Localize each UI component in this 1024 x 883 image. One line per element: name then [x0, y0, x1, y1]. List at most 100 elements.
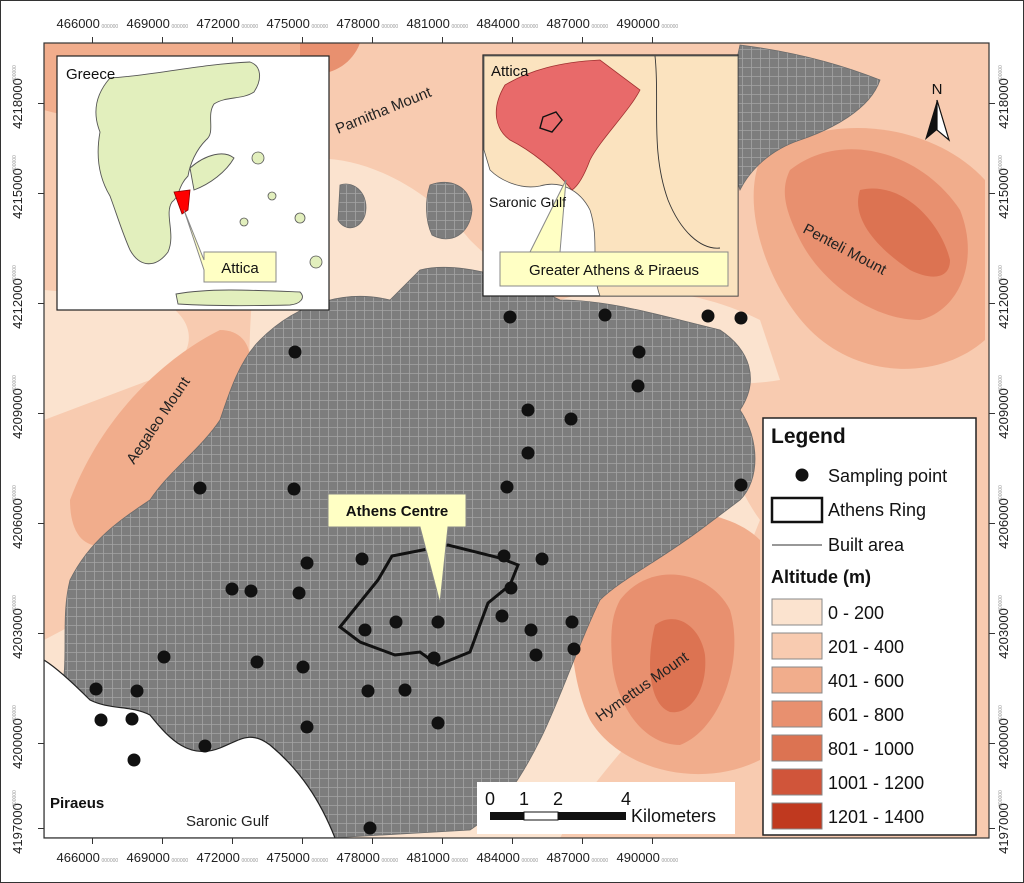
legend-ring-symbol [770, 496, 824, 524]
sampling-point [504, 581, 518, 595]
scale-bar: 0 1 2 4 Kilometers [477, 782, 735, 834]
y-tick-label: 4212000 [10, 278, 25, 329]
x-tick-sublabel: 000000 [522, 24, 539, 30]
x-tick-label: 472000 [197, 850, 240, 865]
scale-label: 2 [553, 789, 563, 809]
legend-dot-symbol [795, 468, 809, 482]
x-tick-label: 469000 [127, 16, 170, 31]
sampling-point [535, 552, 549, 566]
legend: Legend Sampling point Athens Ring Built … [762, 417, 977, 836]
sampling-point [564, 412, 578, 426]
x-tick-sublabel: 000000 [452, 24, 469, 30]
sampling-point [495, 609, 509, 623]
y-tick-label: 4209000 [996, 388, 1011, 439]
y-tick-label: 4215000 [996, 168, 1011, 219]
x-tick-label: 475000 [267, 850, 310, 865]
north-arrow-label: N [932, 81, 943, 98]
sampling-point [157, 650, 171, 664]
scale-unit: Kilometers [631, 806, 716, 826]
y-tick-label: 4206000 [996, 498, 1011, 549]
y-tick-label: 4218000 [996, 78, 1011, 129]
x-tick-sublabel: 000000 [592, 24, 609, 30]
sampling-point [94, 713, 108, 727]
sampling-point [734, 478, 748, 492]
altitude-swatch [771, 700, 823, 728]
north-arrow: N [925, 81, 951, 142]
x-tick-sublabel: 000000 [102, 24, 119, 30]
altitude-class-label: 401 - 600 [828, 671, 904, 691]
x-tick-label: 469000 [127, 850, 170, 865]
scale-label: 1 [519, 789, 529, 809]
altitude-class-label: 1201 - 1400 [828, 807, 924, 827]
greece-island [251, 151, 265, 165]
sampling-point [565, 615, 579, 629]
altitude-class-label: 801 - 1000 [828, 739, 914, 759]
inset-greece-callout: Attica [221, 260, 259, 277]
saronic-gulf-sea [44, 659, 336, 838]
y-tick-sublabel: 000000 [12, 790, 18, 807]
greece-evia [189, 153, 235, 191]
attica-highlight [173, 189, 191, 215]
y-tick-sublabel: 000000 [12, 155, 18, 172]
sampling-point [225, 582, 239, 596]
sampling-point [127, 753, 141, 767]
altitude-swatch [771, 598, 823, 626]
sampling-point [632, 345, 646, 359]
inset-athens-ring [539, 111, 563, 133]
y-tick-label: 4203000 [996, 608, 1011, 659]
y-tick-label: 4200000 [10, 718, 25, 769]
greater-athens-piraeus [495, 59, 641, 191]
altitude-class-label: 1001 - 1200 [828, 773, 924, 793]
x-tick-label: 490000 [617, 16, 660, 31]
sampling-point [427, 651, 441, 665]
altitude-class-label: 201 - 400 [828, 637, 904, 657]
y-tick-sublabel: 000000 [998, 485, 1004, 502]
sampling-point [497, 549, 511, 563]
sampling-point [361, 684, 375, 698]
x-tick-sublabel: 000000 [102, 858, 119, 864]
scale-segment [558, 812, 626, 820]
x-tick-label: 478000 [337, 16, 380, 31]
legend-altitude-title: Altitude (m) [771, 567, 871, 587]
legend-item-sampling-point: Sampling point [828, 466, 947, 486]
inset-attica-title: Attica [491, 63, 529, 80]
sampling-point [125, 712, 139, 726]
attica-coast [654, 55, 721, 249]
sampling-point [398, 683, 412, 697]
altitude-classes: 0 - 200 201 - 400 401 - 600 601 - 800 801 - … [771, 598, 924, 830]
sampling-point [701, 309, 715, 323]
x-tick-label: 481000 [407, 16, 450, 31]
sampling-point [363, 821, 377, 835]
athens-ring [337, 543, 520, 667]
x-tick-label: 490000 [617, 850, 660, 865]
altitude-swatch [771, 768, 823, 796]
scale-segment [490, 812, 524, 820]
sampling-point [300, 556, 314, 570]
sampling-point [292, 586, 306, 600]
y-tick-sublabel: 000000 [998, 65, 1004, 82]
aegaleo-slope [70, 330, 251, 546]
lowland-coast [44, 290, 189, 420]
x-tick-label: 472000 [197, 16, 240, 31]
scale-segment [523, 811, 559, 821]
x-tick-label: 481000 [407, 850, 450, 865]
x-tick-label: 478000 [337, 850, 380, 865]
sampling-points [89, 308, 748, 835]
x-tick-label: 487000 [547, 850, 590, 865]
athens-centre-callout: Athens Centre [327, 493, 467, 604]
sampling-point [198, 739, 212, 753]
x-tick-sublabel: 000000 [172, 858, 189, 864]
altitude-swatch [771, 666, 823, 694]
greece-island [294, 212, 306, 224]
y-tick-sublabel: 000000 [998, 375, 1004, 392]
sampling-point [130, 684, 144, 698]
greece-island [309, 255, 323, 269]
y-tick-sublabel: 000000 [12, 485, 18, 502]
y-tick-sublabel: 000000 [998, 790, 1004, 807]
sampling-point [734, 311, 748, 325]
altitude-class-label: 601 - 800 [828, 705, 904, 725]
x-tick-label: 475000 [267, 16, 310, 31]
built-area-north [426, 182, 473, 240]
piraeus-label: Piraeus [50, 795, 104, 812]
